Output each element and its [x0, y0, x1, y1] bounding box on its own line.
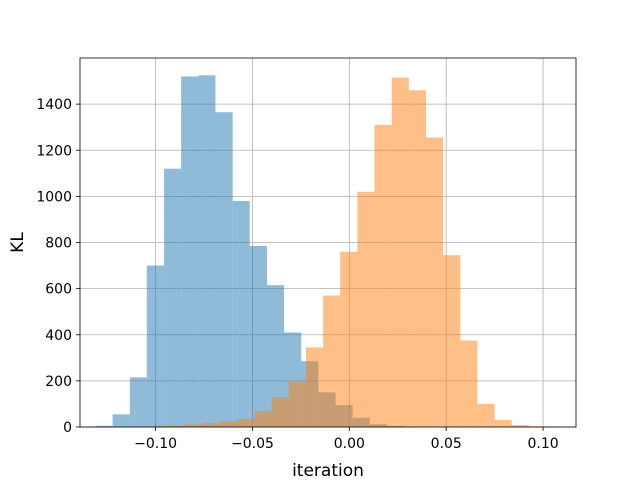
histogram-bar-series-1	[198, 75, 216, 427]
histogram-bar-series-1	[266, 285, 285, 427]
y-tick-label: 400	[45, 328, 72, 344]
histogram-bar-series-1	[146, 265, 165, 427]
y-tick-label: 600	[45, 282, 72, 298]
y-tick-label: 800	[45, 236, 72, 252]
histogram-bar-series-2	[185, 424, 204, 427]
x-tick-label: 0.05	[431, 436, 462, 452]
histogram-bar-series-1	[181, 76, 199, 427]
histogram-bar-series-1	[95, 425, 113, 427]
y-tick-label: 0	[63, 420, 72, 436]
histogram-bar-series-1	[215, 112, 233, 428]
histogram-bar-series-2	[443, 255, 461, 427]
y-axis-label: KL	[8, 232, 28, 253]
histogram-bar-series-2	[408, 90, 427, 427]
histogram-bar-series-1	[129, 377, 147, 427]
y-tick-label: 200	[45, 374, 72, 390]
histogram-bar-series-1	[249, 245, 267, 427]
histogram-bar-series-2	[323, 295, 341, 427]
histogram-bar-series-2	[288, 382, 306, 427]
histogram-bar-series-2	[254, 410, 272, 427]
y-axis-ticks: 0 200 400 600 800 1000 1200 1400	[36, 97, 80, 436]
histogram-bar-series-2	[340, 251, 358, 427]
y-tick-label: 1200	[36, 143, 72, 159]
histogram-bar-series-1	[164, 168, 182, 427]
histogram-bar-series-2	[511, 425, 529, 427]
histogram-bar-series-2	[203, 422, 221, 427]
y-tick-label: 1400	[36, 97, 72, 113]
histogram-bars	[95, 75, 564, 428]
x-axis-label: iteration	[292, 461, 364, 480]
histogram-bar-series-2	[357, 191, 375, 427]
histogram-bar-series-2	[391, 77, 409, 428]
histogram-bar-series-2	[271, 397, 289, 427]
histogram-bar-series-2	[426, 137, 444, 428]
histogram-bar-series-1	[232, 200, 250, 427]
histogram-bar-series-2	[220, 421, 238, 427]
x-tick-label: −0.05	[231, 436, 274, 452]
histogram-bar-series-2	[460, 340, 478, 427]
x-axis-ticks: −0.10 −0.05 0.00 0.05 0.10	[134, 427, 559, 452]
y-tick-label: 1000	[36, 189, 72, 205]
histogram-bar-series-2	[237, 418, 255, 427]
histogram-bar-series-2	[374, 124, 392, 427]
histogram-bar-series-2	[494, 420, 512, 427]
histogram-bar-series-2	[305, 347, 324, 427]
x-tick-label: 0.10	[527, 436, 558, 452]
histogram-bar-series-1	[112, 414, 130, 427]
histogram-bar-series-2	[168, 425, 186, 427]
x-tick-label: 0.00	[334, 436, 365, 452]
x-tick-label: −0.10	[134, 436, 177, 452]
histogram-bar-series-2	[477, 403, 495, 427]
